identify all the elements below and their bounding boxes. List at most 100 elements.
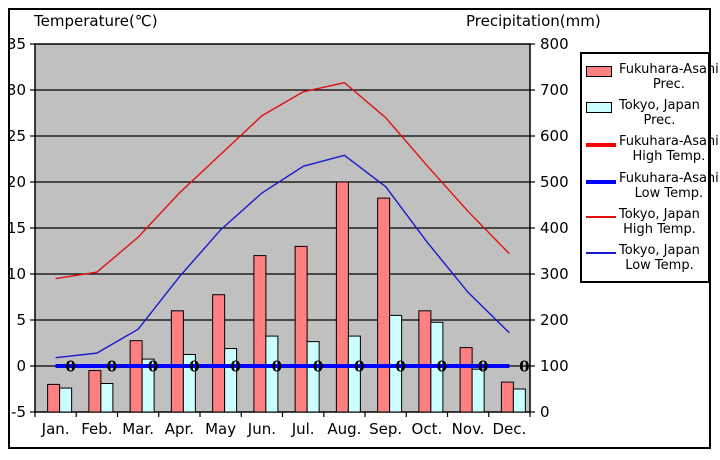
legend-label-line1: Fukuhara-Asahi bbox=[619, 134, 719, 150]
fukuhara-prec-bar bbox=[418, 310, 432, 413]
fukuhara-prec-bar bbox=[294, 245, 308, 413]
swatch-shape bbox=[586, 66, 612, 78]
tokyo-low-temp-line bbox=[55, 154, 510, 359]
tokyo-prec-bar bbox=[141, 358, 155, 413]
legend-label-line2: Prec. bbox=[643, 113, 676, 129]
temp-tick-label: 25 bbox=[7, 127, 26, 145]
temp-tick-label: 0 bbox=[16, 357, 26, 375]
tokyo-prec-bar bbox=[59, 387, 73, 413]
legend-entry: Tokyo, Japan High Temp. bbox=[586, 207, 708, 237]
temp-tick-label: 15 bbox=[7, 219, 26, 237]
month-label: Dec. bbox=[492, 420, 526, 438]
swatch-shape bbox=[586, 143, 616, 148]
month-label: Oct. bbox=[412, 420, 443, 438]
month-label: Nov. bbox=[452, 420, 485, 438]
legend-line-swatch bbox=[586, 138, 616, 150]
temp-tick-label: -5 bbox=[11, 403, 26, 421]
legend-label-line1: Fukuhara-Asahi bbox=[619, 170, 719, 186]
legend-label-line1: Tokyo, Japan bbox=[619, 206, 700, 222]
legend-label-line2: Prec. bbox=[652, 77, 685, 93]
month-label: Sep. bbox=[369, 420, 402, 438]
fukuhara-prec-bar bbox=[129, 340, 143, 413]
legend-entry: Fukuhara-Asahi Low Temp. bbox=[586, 171, 719, 201]
month-label: Jun. bbox=[247, 420, 276, 438]
legend-label-line2: High Temp. bbox=[623, 221, 696, 237]
temp-tick-label: 20 bbox=[7, 173, 26, 191]
zero-data-label: 0 bbox=[107, 358, 117, 376]
precip-tick-label: 600 bbox=[540, 127, 569, 145]
zero-data-label: 0 bbox=[189, 358, 199, 376]
legend-entry: Fukuhara-Asahi High Temp. bbox=[586, 134, 719, 164]
legend-label-line2: Low Temp. bbox=[634, 185, 704, 201]
legend-label: Fukuhara-Asahi Prec. bbox=[619, 62, 719, 92]
legend-label: Fukuhara-Asahi Low Temp. bbox=[619, 171, 719, 201]
fukuhara-prec-bar bbox=[459, 347, 473, 413]
legend-line-swatch bbox=[586, 175, 616, 187]
tokyo-prec-bar bbox=[306, 341, 320, 413]
temp-tick-label: 30 bbox=[7, 81, 26, 99]
legend-entry: Fukuhara-Asahi Prec. bbox=[586, 62, 719, 92]
legend-label-line1: Tokyo, Japan bbox=[619, 98, 700, 114]
tokyo-prec-bar bbox=[347, 335, 361, 413]
swatch-shape bbox=[586, 102, 612, 114]
legend-label: Fukuhara-Asahi High Temp. bbox=[619, 134, 719, 164]
legend-label-line1: Tokyo, Japan bbox=[619, 242, 700, 258]
month-label: Apr. bbox=[165, 420, 194, 438]
legend-entry: Tokyo, Japan Prec. bbox=[586, 98, 708, 128]
precipitation-axis-title: Precipitation(mm) bbox=[466, 12, 601, 30]
precip-tick-label: 200 bbox=[540, 311, 569, 329]
fukuhara-prec-bar bbox=[88, 370, 102, 413]
temp-tick-label: 5 bbox=[16, 311, 26, 329]
tokyo-prec-bar bbox=[389, 314, 403, 413]
fukuhara-prec-bar bbox=[335, 181, 349, 413]
legend-label-line2: High Temp. bbox=[632, 149, 706, 165]
month-label: Aug. bbox=[327, 420, 361, 438]
zero-data-label: 0 bbox=[478, 358, 488, 376]
tokyo-prec-bar bbox=[265, 335, 279, 413]
legend-label: Tokyo, Japan Low Temp. bbox=[619, 243, 700, 273]
temp-tick-label: 10 bbox=[7, 265, 26, 283]
chart-legend: Fukuhara-Asahi Prec. Tokyo, Japan Prec. Fuku… bbox=[580, 52, 719, 283]
precip-tick-label: 700 bbox=[540, 81, 569, 99]
tokyo-prec-bar bbox=[471, 368, 485, 413]
legend-line-swatch bbox=[586, 247, 616, 259]
zero-data-label: 0 bbox=[437, 358, 447, 376]
legend-line-swatch bbox=[586, 211, 616, 223]
fukuhara-prec-bar bbox=[377, 197, 391, 413]
legend-entry: Tokyo, Japan Low Temp. bbox=[586, 243, 708, 273]
zero-data-label: 0 bbox=[230, 358, 240, 376]
legend-label: Tokyo, Japan Prec. bbox=[619, 98, 700, 128]
fukuhara-prec-bar bbox=[212, 294, 226, 413]
month-label: Feb. bbox=[81, 420, 112, 438]
zero-data-label: 0 bbox=[395, 358, 405, 376]
month-label: May bbox=[205, 420, 236, 438]
precip-tick-label: 500 bbox=[540, 173, 569, 191]
zero-data-label: 0 bbox=[313, 358, 323, 376]
month-label: Jan. bbox=[41, 420, 70, 438]
zero-data-label: 0 bbox=[272, 358, 282, 376]
zero-data-label: 0 bbox=[354, 358, 364, 376]
swatch-shape bbox=[586, 215, 616, 218]
tokyo-high-temp-line bbox=[55, 81, 510, 280]
legend-bar-swatch bbox=[586, 66, 616, 78]
temperature-axis-title: Temperature(℃) bbox=[34, 12, 158, 30]
legend-label-line2: Low Temp. bbox=[625, 257, 694, 273]
precip-tick-label: 800 bbox=[540, 35, 569, 53]
legend-bar-swatch bbox=[586, 102, 616, 114]
zero-data-label: 0 bbox=[148, 358, 158, 376]
fukuhara-prec-bar bbox=[500, 381, 514, 413]
legend-label: Tokyo, Japan High Temp. bbox=[619, 207, 700, 237]
zero-data-label: 0 bbox=[65, 358, 75, 376]
fukuhara-prec-bar bbox=[47, 383, 61, 413]
temp-tick-label: 35 bbox=[7, 35, 26, 53]
legend-label-line1: Fukuhara-Asahi bbox=[619, 62, 719, 78]
tokyo-prec-bar bbox=[512, 388, 526, 413]
swatch-shape bbox=[586, 179, 616, 184]
precip-tick-label: 300 bbox=[540, 265, 569, 283]
precip-tick-label: 0 bbox=[540, 403, 550, 421]
tokyo-prec-bar bbox=[100, 382, 114, 413]
month-label: Jul. bbox=[291, 420, 315, 438]
tokyo-prec-bar bbox=[182, 354, 196, 413]
